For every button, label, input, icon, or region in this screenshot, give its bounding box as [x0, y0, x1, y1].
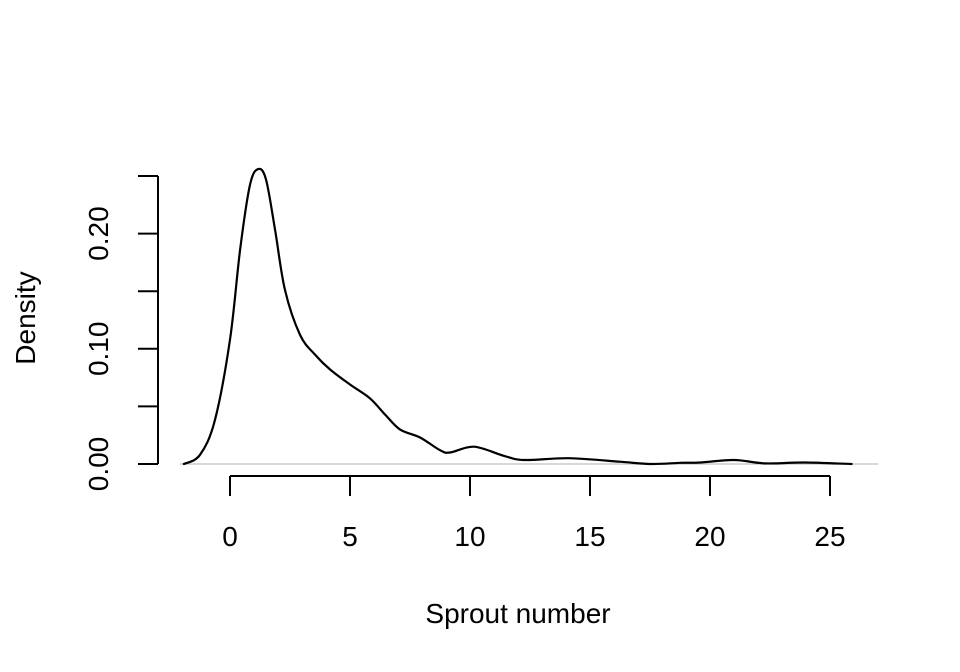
x-tick-label: 25 — [814, 521, 845, 552]
y-tick-label: 0.00 — [83, 437, 114, 492]
y-tick-label: 0.10 — [83, 322, 114, 377]
y-tick-label: 0.20 — [83, 206, 114, 261]
density-curve — [182, 167, 853, 466]
x-axis — [229, 475, 831, 496]
y-axis — [138, 175, 159, 465]
y-axis-title: Density — [10, 271, 41, 364]
x-tick-label: 20 — [694, 521, 725, 552]
x-tick-label: 15 — [574, 521, 605, 552]
x-axis-title: Sprout number — [425, 598, 610, 629]
x-tick-label: 5 — [342, 521, 358, 552]
x-tick-label: 0 — [222, 521, 238, 552]
x-axis-tick-labels: 0 5 10 15 20 25 — [222, 521, 845, 552]
y-axis-tick-labels: 0.00 0.10 0.20 — [83, 206, 114, 491]
x-tick-label: 10 — [454, 521, 485, 552]
